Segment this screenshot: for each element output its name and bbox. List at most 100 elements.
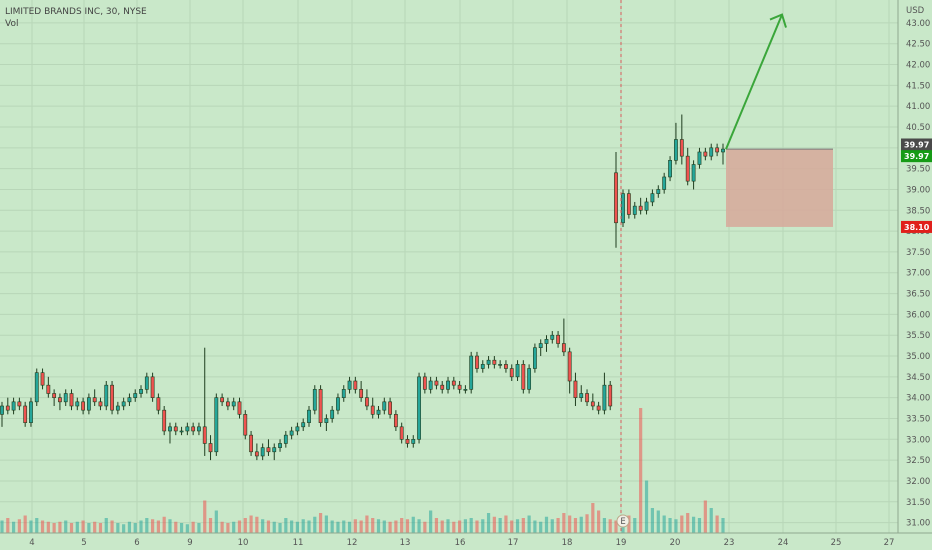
candle-body [214,397,219,453]
y-tick-label: 31.50 [906,498,930,508]
volume-bar [376,519,381,533]
volume-bar [680,515,684,533]
candle-body [191,426,196,432]
candle-body [590,401,595,407]
candle-body [115,405,120,411]
candle-body [608,384,613,407]
candle-body [226,401,230,407]
candle-body [674,139,678,161]
volume-bar [0,520,4,533]
candle-body [139,389,143,394]
volume-bar [371,518,375,533]
volume-bar [568,515,572,533]
candle-body [301,422,306,428]
volume-bar [539,521,543,533]
x-tick-label: 24 [778,538,789,548]
candle-body [498,364,503,366]
candle-body [533,347,537,369]
candle-body [254,451,259,457]
candle-body [98,401,103,407]
volume-bar [527,515,531,533]
price-tags: 39.97 39.97 38.10 [901,138,932,233]
y-tick-label: 37.00 [906,269,930,279]
volume-bar [481,519,485,533]
candlesticks [0,114,725,461]
volume-bar [562,513,566,533]
candle-body [691,164,696,182]
currency-label: USD [906,6,925,16]
last-price-tag-bg [901,138,932,151]
volume-bar [521,518,525,533]
candle-body [365,397,369,407]
candle-body [573,380,578,398]
volume-bar [40,520,45,533]
volume-bar [284,518,288,533]
candle-body [359,389,364,398]
candle-body [538,343,543,348]
candle-body [34,372,39,403]
y-tick-label: 39.50 [906,165,930,175]
trade-annotations: E [616,0,833,533]
volume-bar [394,520,398,533]
candle-body [515,364,520,378]
candle-body [353,380,358,390]
volume-bar [307,520,311,533]
x-tick-label: 12 [347,538,358,548]
volume-bar [411,516,415,533]
volume-bar [614,520,618,533]
y-tick-label: 40.50 [906,123,930,133]
candle-body [463,389,468,391]
y-tick-label: 42.50 [906,40,930,50]
candle-body [11,401,16,411]
target-arrow-head [769,13,787,28]
volume-bar [133,523,137,533]
volume-bar [110,520,114,533]
entry-price-tag-bg [901,150,932,163]
candle-body [656,189,661,194]
volume-bars [0,408,725,533]
x-tick-label: 6 [134,538,139,548]
volume-bar [446,519,450,533]
candle-body [110,384,114,411]
volume-bar [656,510,660,533]
volume-bar [11,521,16,533]
volume-bar [597,510,601,533]
candle-body [679,139,684,157]
grid-lines [0,0,898,533]
candle-body [668,160,672,178]
volume-bar [686,513,690,533]
volume-bar [243,518,247,533]
volume-bar [330,520,334,533]
x-tick-label: 16 [455,538,466,548]
volume-bar [544,516,549,533]
volume-bar [452,521,456,533]
volume-bar [691,516,696,533]
symbol-title: LIMITED BRANDS INC, 30, NYSE [5,7,147,17]
y-tick-label: 32.50 [906,456,930,466]
last-price-tag: 39.97 [904,140,929,149]
volume-bar [185,524,189,533]
candle-body [336,397,340,411]
volume-bar [650,508,655,533]
volume-bar [203,500,207,533]
volume-bar [122,524,126,533]
earnings-marker [616,514,630,528]
time-axis[interactable]: 4 5 6 9 10 11 12 13 16 17 18 19 20 23 24 25 27 [29,538,894,548]
volume-bar [81,520,85,533]
volume-bar [52,523,56,533]
candle-body [457,384,462,390]
candle-body [86,397,91,411]
candle-body [428,380,433,390]
x-tick-label: 27 [884,538,895,548]
y-tick-label: 41.00 [906,102,930,112]
candle-body [208,443,213,453]
volume-bar [127,521,132,533]
candle-body [162,409,167,432]
candle-body [29,401,33,423]
volume-bar [139,520,143,533]
y-tick-label: 35.00 [906,352,930,362]
volume-bar [261,519,265,533]
y-tick-label: 34.00 [906,394,930,404]
volume-bar [591,503,595,533]
